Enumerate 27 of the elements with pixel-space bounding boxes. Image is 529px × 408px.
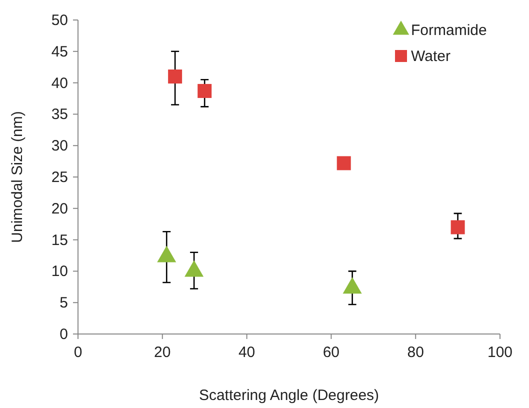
- x-tick-label: 40: [238, 344, 256, 361]
- y-tick-label: 5: [60, 294, 68, 312]
- point: [184, 260, 204, 277]
- legend-label: Water: [411, 48, 450, 65]
- y-tick-label: 45: [51, 43, 68, 60]
- y-tick-label: 35: [51, 106, 68, 124]
- y-tick-label: 0: [60, 326, 68, 343]
- x-tick-label: 0: [74, 344, 82, 361]
- y-tick-label: 25: [51, 169, 68, 186]
- x-tick-label: 100: [487, 344, 513, 361]
- y-axis-title: Unimodal Size (nm): [9, 111, 26, 243]
- point: [198, 84, 212, 98]
- point: [157, 246, 176, 262]
- point: [342, 277, 362, 294]
- legend-label: Formamide: [411, 22, 487, 39]
- y-tick-label: 40: [51, 74, 68, 92]
- y-tick-label: 15: [51, 232, 68, 249]
- x-tick-label: 20: [154, 344, 171, 361]
- x-tick-label: 80: [407, 344, 424, 361]
- x-axis-title: Scattering Angle (Degrees): [198, 387, 380, 404]
- point: [336, 156, 351, 170]
- y-tick-label: 20: [51, 200, 68, 218]
- point: [168, 70, 182, 84]
- y-tick-label: 50: [51, 12, 68, 29]
- y-tick-label: 30: [51, 138, 68, 155]
- y-tick-label: 10: [51, 263, 68, 280]
- x-tick-label: 60: [322, 344, 340, 361]
